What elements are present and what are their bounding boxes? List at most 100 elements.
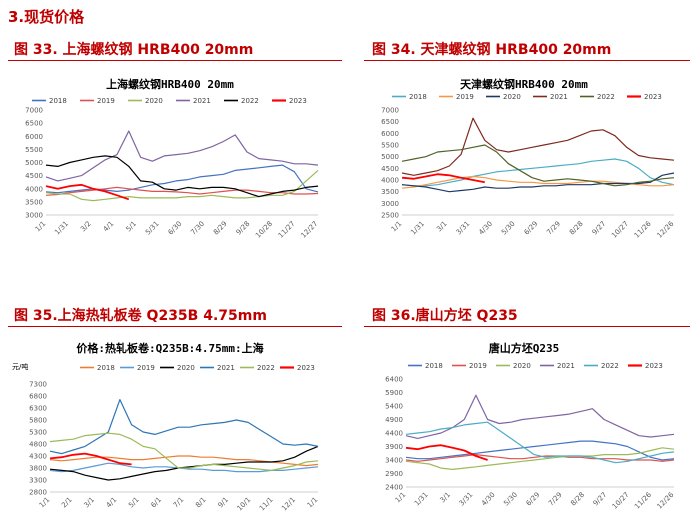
y-tick-label: 3800 [29,465,47,473]
x-tick-label: 1/1 [34,220,48,234]
figure-33-rule [8,60,342,61]
x-tick-label: 8/28 [569,491,586,508]
legend-label-2020: 2020 [145,97,163,105]
y-tick-label: 4400 [385,430,403,438]
x-tick-label: 8/1 [194,496,208,510]
x-tick-label: 9/27 [591,220,608,237]
y-tick-label: 2500 [381,212,399,220]
y-tick-label: 5900 [385,389,403,397]
legend-label-2020: 2020 [177,364,195,372]
x-tick-label: 1/31 [413,491,430,508]
y-tick-label: 4000 [25,185,43,193]
legend-label-2022: 2022 [241,97,259,105]
legend-label-2018: 2018 [49,97,67,105]
series-line-2020 [401,172,675,193]
x-tick-label: 5/30 [500,220,517,237]
legend-label-2021: 2021 [217,364,235,372]
y-tick-label: 5800 [29,417,47,425]
y-tick-label: 3400 [385,457,403,465]
legend-label-2023: 2023 [644,93,662,101]
y-tick-label: 5500 [381,142,399,150]
y-tick-label: 3500 [381,188,399,196]
y-unit-label: 元/吨 [12,362,28,371]
x-tick-label: 3/31 [458,491,475,508]
series-line-2023 [405,444,488,461]
figure-33-caption: 图 33. 上海螺纹钢 HRB400 20mm [14,42,254,58]
legend-label-2018: 2018 [409,93,427,101]
x-tick-label: 2/1 [60,496,74,510]
figure-36-rule [364,326,690,327]
x-tick-label: 11/27 [277,220,297,240]
x-tick-label: 12/27 [299,220,319,240]
chart-tianjin-rebar: 天津螺纹钢HRB400 20mm 2018 2019 2020 2021 2022 2023… [366,72,682,252]
y-tick-label: 4500 [381,165,399,173]
series-line-2023 [401,173,485,184]
x-tick-label: 7/30 [189,220,206,237]
chart-shanghai-rebar: 上海螺纹钢HRB400 20mm 2018 2019 2020 2021 2022 2023… [10,72,330,252]
figure-34-caption: 图 34. 天津螺纹钢 HRB400 20mm [372,42,612,58]
y-tick-label: 3000 [381,200,399,208]
y-tick-label: 2400 [385,484,403,492]
x-tick-label: 6/30 [167,220,184,237]
legend-label-2022: 2022 [601,362,619,370]
chart-title: 唐山方坯Q235 [489,341,560,355]
chart-tianjin-rebar-svg: 天津螺纹钢HRB400 20mm 2018 2019 2020 2021 2022 2023… [381,77,676,240]
x-tick-label: 4/30 [477,220,494,237]
x-tick-label: 3/2 [79,220,93,234]
chart-title: 天津螺纹钢HRB400 20mm [460,77,588,91]
chart-tangshan-billet: 唐山方坯Q235 2018 2019 2020 2021 2022 2023 2400 2900… [366,338,682,524]
series-line-2022 [45,155,319,198]
series-line-2019 [45,186,319,196]
legend-label-2019: 2019 [469,362,487,370]
y-tick-label: 6000 [25,133,43,141]
y-tick-label: 4300 [29,453,47,461]
y-tick-label: 2900 [385,470,403,478]
legend-label-2021: 2021 [193,97,211,105]
x-tick-label: 10/1 [236,496,253,513]
legend-label-2018: 2018 [425,362,443,370]
figure-36-caption: 图 36.唐山方坯 Q235 [372,308,518,324]
series-line-2020 [45,169,319,202]
legend-label-2023: 2023 [289,97,307,105]
y-tick-label: 6000 [381,130,399,138]
x-tick-label: 6/29 [523,220,540,237]
y-tick-label: 7000 [25,107,43,115]
legend-label-2021: 2021 [550,93,568,101]
x-tick-label: 1/31 [409,220,426,237]
x-tick-label: 9/27 [592,491,609,508]
x-tick-label: 12/1 [280,496,297,513]
series-line-2021 [45,130,319,182]
series-line-2023 [45,183,130,201]
x-tick-label: 6/1 [149,496,163,510]
x-tick-label: 7/1 [172,496,186,510]
legend-label-2019: 2019 [456,93,474,101]
x-tick-label: 3/1 [438,491,452,505]
series-line-2019 [405,453,675,462]
x-tick-label: 1/1 [394,491,408,505]
series-line-2018 [405,440,675,461]
chart-shanghai-hrc: 价格:热轧板卷:Q235B:4.75mm:上海 元/吨 2018 2019 2020 20… [10,338,330,524]
x-tick-label: 4/30 [480,491,497,508]
y-tick-label: 6400 [385,376,403,384]
x-tick-label: 10/28 [254,220,274,240]
x-tick-label: 7/29 [545,220,562,237]
x-tick-label: 12/26 [655,219,675,239]
series-line-2022 [401,144,675,187]
y-tick-label: 4000 [381,177,399,185]
series-line-2020 [405,447,675,470]
figure-35-caption: 图 35.上海热轧板卷 Q235B 4.75mm [14,308,267,324]
figure-35-rule [8,326,342,327]
y-tick-label: 6500 [25,120,43,128]
chart-title: 价格:热轧板卷:Q235B:4.75mm:上海 [76,341,263,355]
series-line-2022 [49,432,319,471]
x-tick-label: 3/1 [82,496,96,510]
series-line-2021 [49,398,319,455]
x-tick-label: 11/26 [633,490,653,510]
y-tick-label: 3300 [29,477,47,485]
x-tick-label: 4/1 [102,220,116,234]
y-tick-label: 5000 [381,153,399,161]
x-tick-label: 1/31 [53,220,70,237]
chart-title: 上海螺纹钢HRB400 20mm [106,77,234,91]
x-tick-label: 7/29 [547,491,564,508]
x-tick-label: 10/27 [611,491,631,511]
